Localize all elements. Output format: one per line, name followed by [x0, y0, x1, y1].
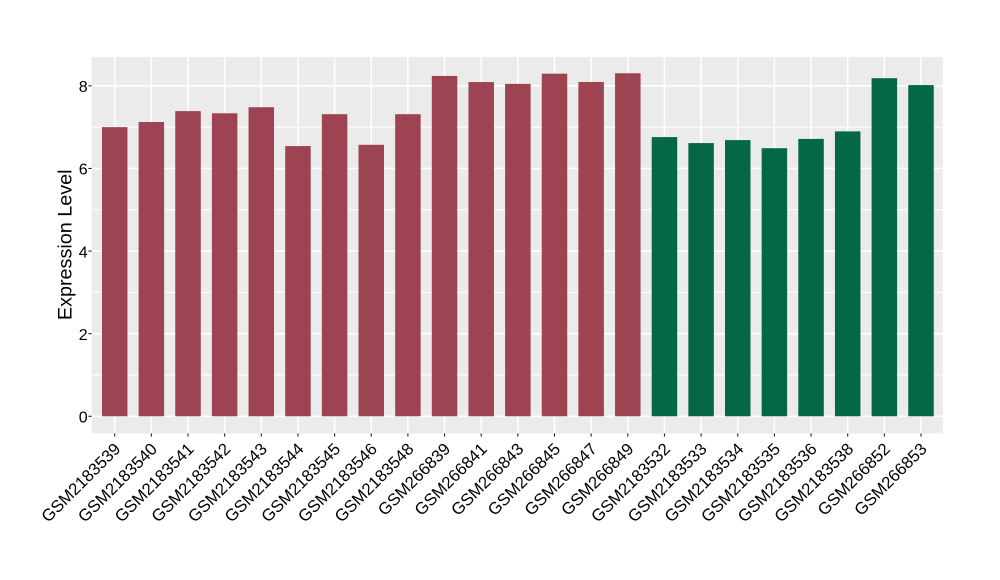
- svg-text:2: 2: [79, 327, 88, 344]
- svg-text:8: 8: [79, 79, 88, 96]
- svg-text:4: 4: [79, 244, 88, 261]
- svg-text:6: 6: [79, 162, 88, 179]
- svg-text:0: 0: [79, 410, 88, 427]
- svg-text:Expression Level: Expression Level: [54, 169, 76, 320]
